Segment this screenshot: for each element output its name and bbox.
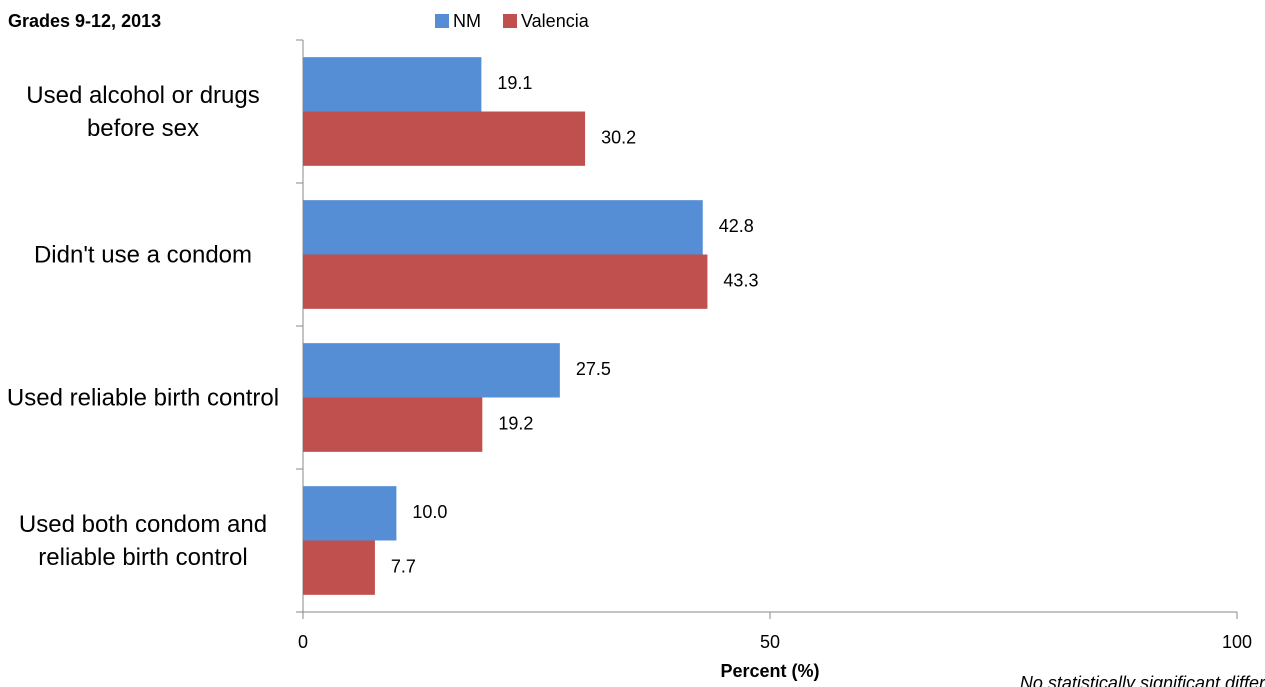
bar (303, 397, 483, 452)
category-label: Used alcohol or drugs before sex (26, 81, 260, 142)
legend-label: NM (453, 11, 481, 31)
x-tick-label: 50 (760, 632, 780, 652)
legend-label: Valencia (521, 11, 590, 31)
bar (303, 57, 482, 112)
value-label: 19.1 (497, 73, 532, 93)
legend-swatch (503, 14, 517, 28)
value-label: 27.5 (576, 359, 611, 379)
bar (303, 540, 375, 595)
x-tick-label: 0 (298, 632, 308, 652)
bar (303, 343, 560, 398)
bar (303, 200, 703, 255)
category-label: Used both condom and reliable birth cont… (18, 510, 268, 571)
category-label: Used reliable birth control (6, 384, 280, 411)
x-tick-label: 100 (1222, 632, 1252, 652)
category-label: Didn't use a condom (33, 241, 253, 268)
bar (303, 254, 708, 309)
bar (303, 486, 397, 541)
legend-swatch (435, 14, 449, 28)
value-label: 7.7 (391, 556, 416, 576)
x-axis-title: Percent (%) (720, 661, 819, 681)
value-label: 43.3 (723, 270, 758, 290)
value-label: 42.8 (719, 216, 754, 236)
value-label: 30.2 (601, 127, 636, 147)
chart-title: Grades 9-12, 2013 (8, 11, 161, 31)
value-label: 19.2 (498, 413, 533, 433)
footnote: No statistically significant differ (1020, 673, 1265, 687)
value-label: 10.0 (412, 502, 447, 522)
bar (303, 111, 586, 166)
